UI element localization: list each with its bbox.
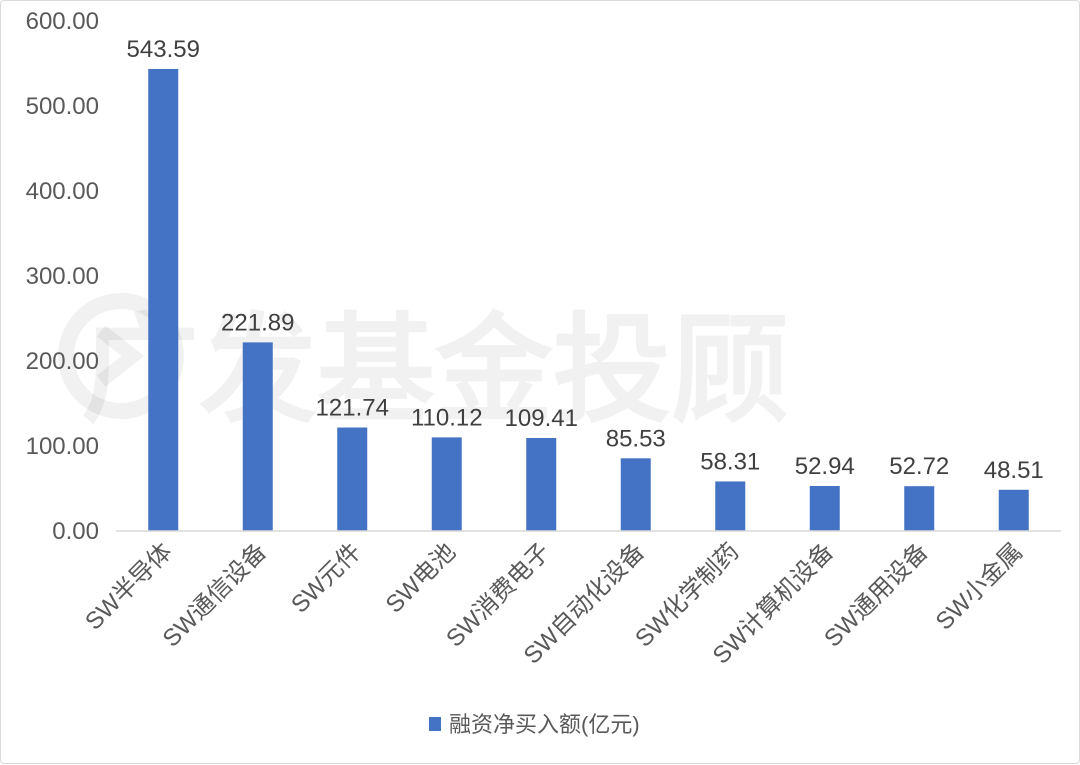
data-label: 85.53	[606, 425, 666, 452]
bar	[148, 68, 179, 532]
bar	[620, 458, 651, 531]
data-labels: 543.59 221.89 121.74 110.12 109.41 85.53 58.31…	[127, 36, 1044, 484]
data-label: 52.72	[889, 453, 949, 480]
y-tick-label: 0.00	[52, 518, 99, 545]
y-tick-label: 500.00	[26, 93, 99, 120]
bar	[715, 481, 746, 531]
bar	[431, 437, 462, 531]
y-tick-label: 100.00	[26, 433, 99, 460]
bar	[809, 486, 840, 531]
legend-label: 融资净买入额(亿元)	[449, 712, 640, 737]
category-label: SW半导体	[80, 538, 177, 635]
bar	[242, 342, 273, 531]
bar	[904, 486, 935, 531]
data-label: 109.41	[505, 405, 578, 432]
bar	[526, 438, 557, 531]
legend: 融资净买入额(亿元)	[429, 712, 640, 737]
bar	[337, 427, 368, 531]
y-tick-label: 200.00	[26, 348, 99, 375]
bars	[148, 68, 1029, 532]
data-label: 110.12	[411, 404, 483, 431]
y-tick-label: 600.00	[26, 8, 99, 35]
data-label: 48.51	[984, 457, 1044, 484]
category-label: SW电池	[381, 538, 461, 618]
category-label: SW元件	[286, 538, 366, 618]
data-label: 52.94	[795, 453, 855, 480]
category-label: SW小金属	[931, 538, 1028, 635]
data-label: 221.89	[221, 309, 294, 336]
legend-swatch	[429, 717, 441, 731]
bar	[998, 489, 1029, 531]
y-axis-ticks: 0.00 100.00 200.00 300.00 400.00 500.00 600.00	[26, 8, 99, 545]
data-label: 58.31	[700, 448, 760, 475]
y-tick-label: 300.00	[26, 263, 99, 290]
y-tick-label: 400.00	[26, 178, 99, 205]
data-label: 121.74	[316, 395, 389, 422]
watermark-text: 广发基金投顾	[81, 305, 789, 437]
data-label: 543.59	[127, 36, 200, 63]
